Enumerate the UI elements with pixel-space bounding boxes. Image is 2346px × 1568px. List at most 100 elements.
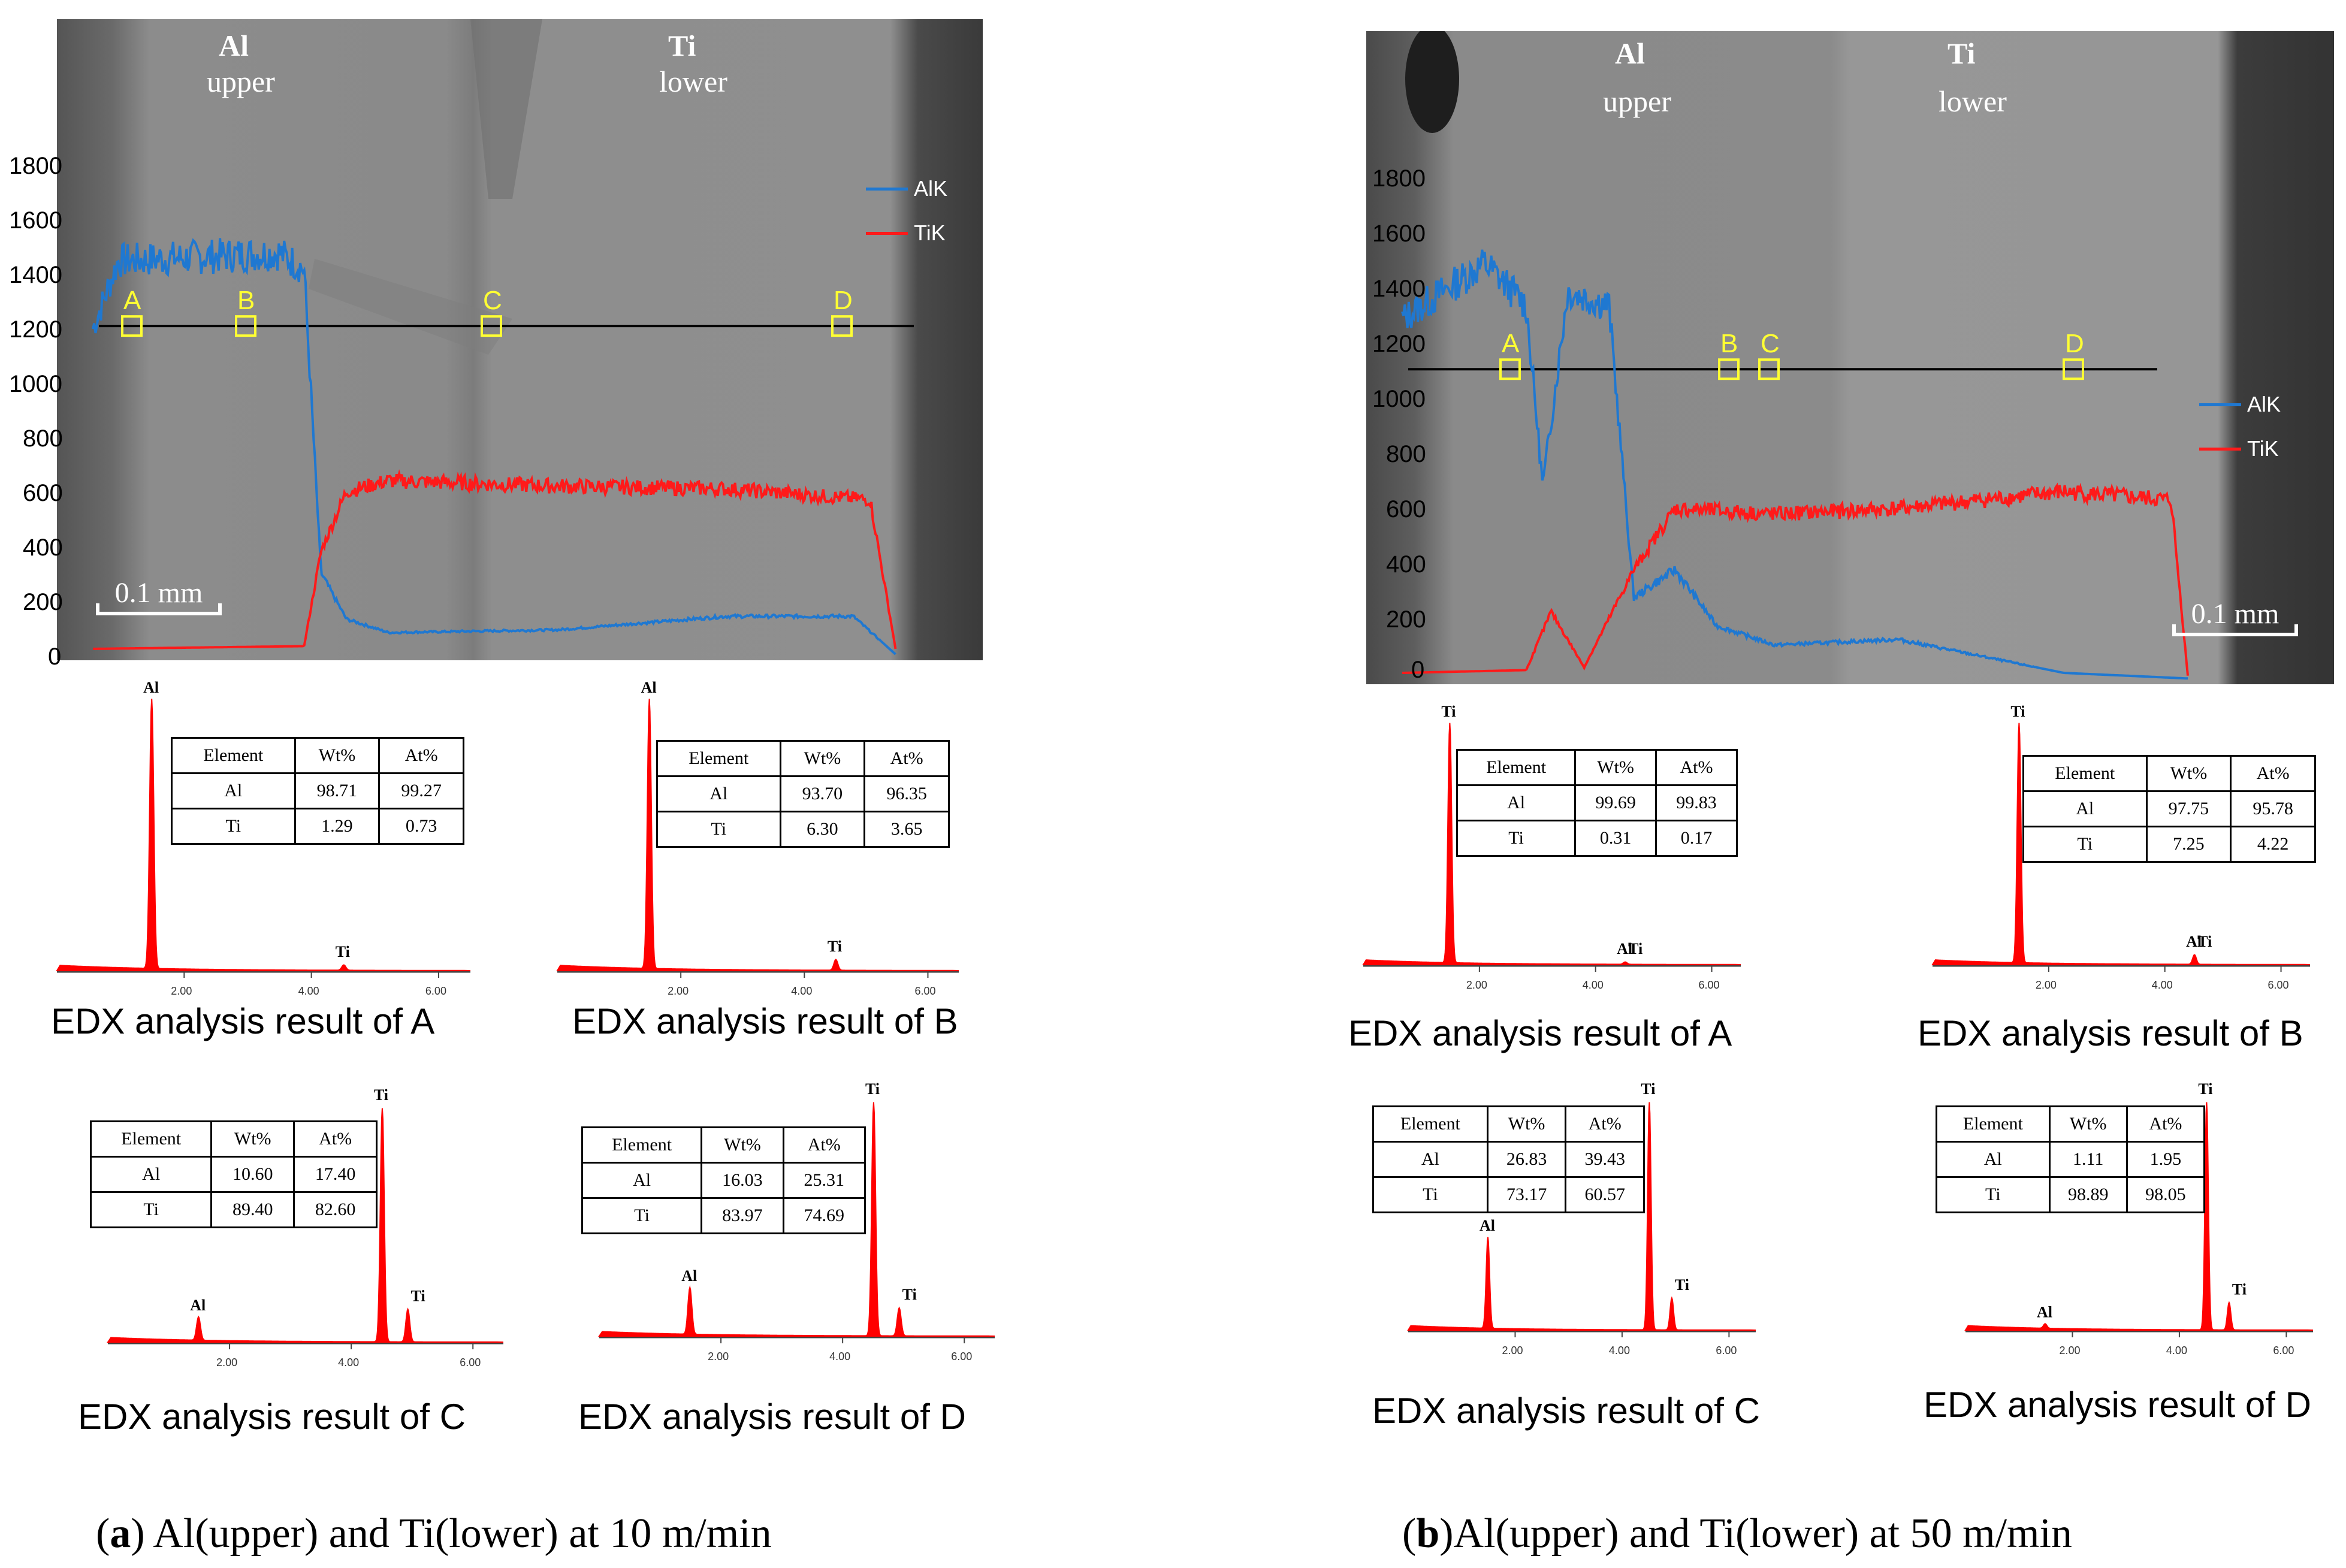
- table-header: Element: [1937, 1107, 2050, 1142]
- table-cell: 98.71: [295, 774, 379, 809]
- table-cell: Al: [657, 777, 781, 812]
- table-header: At%: [294, 1122, 377, 1157]
- table-cell: 0.31: [1575, 821, 1656, 856]
- table-cell: Ti: [2024, 827, 2147, 862]
- table-row: Ti 98.89 98.05: [1937, 1177, 2205, 1213]
- figure-caption-b: (b)Al(upper) and Ti(lower) at 50 m/min: [1402, 1510, 2072, 1558]
- table-row: Element Wt% At%: [1457, 750, 1737, 785]
- table-header: Element: [91, 1122, 212, 1157]
- table-cell: 97.75: [2146, 791, 2231, 827]
- ytick-a-1400: 1400: [9, 262, 62, 289]
- table-header: Wt%: [295, 738, 379, 774]
- peak-label-Al: Al: [641, 679, 657, 696]
- figure-caption-b-prefix: (: [1402, 1510, 1416, 1557]
- table-cell: 98.05: [2127, 1177, 2204, 1213]
- table-cell: 83.97: [702, 1198, 783, 1234]
- peak-label-Ti: Ti: [1441, 703, 1456, 720]
- ytick-b-200: 200: [1386, 606, 1426, 633]
- edx-table-a-A: Element Wt% At% Al 98.71 99.27 Ti 1.29 0.73: [171, 737, 464, 845]
- table-cell: 16.03: [702, 1163, 783, 1198]
- spectrum-tick-label: 4.00: [2166, 1345, 2187, 1356]
- spectrum-tick-label: 2.00: [171, 985, 192, 997]
- spectrum-tick-label: 6.00: [1716, 1345, 1737, 1356]
- ytick-a-1800: 1800: [9, 153, 62, 180]
- table-row: Ti 7.25 4.22: [2024, 827, 2315, 862]
- sem-b-bottom-element: Ti: [1948, 36, 1975, 71]
- table-row: Element Wt% At%: [1373, 1107, 1644, 1142]
- ytick-b-1200: 1200: [1372, 331, 1426, 358]
- table-row: Element Wt% At%: [582, 1128, 865, 1163]
- table-header: At%: [2231, 756, 2315, 791]
- table-cell: 99.69: [1575, 785, 1656, 821]
- edx-caption-b-C: EDX analysis result of C: [1372, 1390, 1760, 1431]
- table-cell: 3.65: [865, 812, 949, 847]
- edx-caption-b-A: EDX analysis result of A: [1348, 1013, 1732, 1054]
- scale-bar-b: 0.1 mm: [2172, 597, 2298, 636]
- table-cell: Al: [1937, 1142, 2050, 1177]
- point-label-D: D: [2065, 329, 2084, 358]
- table-header: Element: [2024, 756, 2147, 791]
- sem-a-bottom-label: lower: [659, 64, 727, 99]
- spectrum-tick-label: 4.00: [1583, 979, 1604, 991]
- legend-alk-b-label: AlK: [2247, 392, 2281, 417]
- table-cell: Ti: [582, 1198, 702, 1234]
- table-header: At%: [2127, 1107, 2204, 1142]
- figure-caption-b-text: )Al(upper) and Ti(lower) at 50 m/min: [1439, 1510, 2072, 1557]
- peak-label-Al: Al: [143, 679, 159, 696]
- edx-table-b-D: Element Wt% At% Al 1.11 1.95 Ti 98.89 98.05: [1936, 1105, 2205, 1213]
- spectrum-tick-label: 6.00: [460, 1356, 481, 1368]
- table-cell: 93.70: [780, 777, 865, 812]
- table-row: Ti 89.40 82.60: [91, 1192, 377, 1228]
- peak-label-Ti: Ti: [2232, 1280, 2247, 1298]
- point-label-B: B: [1720, 329, 1738, 358]
- point-label-D: D: [834, 286, 853, 315]
- table-cell: 73.17: [1487, 1177, 1566, 1213]
- figure-caption-a-prefix: (: [96, 1510, 110, 1557]
- peak-label-Ti: Ti: [336, 943, 350, 960]
- table-row: Al 98.71 99.27: [172, 774, 464, 809]
- legend-alk-a: AlK: [866, 176, 947, 201]
- peak-label-Ti: Ti: [2010, 703, 2025, 720]
- table-cell: 0.73: [379, 809, 464, 844]
- spectrum-tick-label: 2.00: [708, 1351, 729, 1362]
- table-cell: 17.40: [294, 1157, 377, 1192]
- edx-caption-a-C: EDX analysis result of C: [78, 1396, 466, 1437]
- ytick-a-400: 400: [23, 534, 63, 561]
- ytick-b-1000: 1000: [1372, 386, 1426, 413]
- edx-caption-a-A: EDX analysis result of A: [51, 1001, 434, 1042]
- table-cell: 82.60: [294, 1192, 377, 1228]
- table-cell: 74.69: [783, 1198, 865, 1234]
- spectrum-tick-label: 2.00: [668, 985, 689, 997]
- table-row: Ti 0.31 0.17: [1457, 821, 1737, 856]
- spectrum-tick-label: 2.00: [216, 1356, 237, 1368]
- table-cell: Al: [91, 1157, 212, 1192]
- table-cell: Ti: [91, 1192, 212, 1228]
- table-cell: Al: [172, 774, 295, 809]
- table-header: Wt%: [702, 1128, 783, 1163]
- table-header: Wt%: [2146, 756, 2231, 791]
- table-row: Element Wt% At%: [1937, 1107, 2205, 1142]
- ytick-b-1600: 1600: [1372, 220, 1426, 247]
- ytick-b-800: 800: [1386, 441, 1426, 468]
- spectrum-tick-label: 6.00: [951, 1351, 972, 1362]
- spectrum-tick-label: 6.00: [914, 985, 935, 997]
- table-cell: 89.40: [212, 1192, 294, 1228]
- spectrum-tick-label: 6.00: [1699, 979, 1720, 991]
- table-row: Al 10.60 17.40: [91, 1157, 377, 1192]
- peak-label-Ti: Ti: [865, 1080, 880, 1098]
- spectrum-tick-label: 2.00: [2036, 979, 2057, 991]
- edx-caption-b-D: EDX analysis result of D: [1924, 1384, 2311, 1425]
- ytick-a-1200: 1200: [9, 316, 62, 343]
- legend-tik-a-swatch: [866, 232, 908, 235]
- ytick-a-0: 0: [48, 643, 61, 670]
- sem-a-top-element: Al: [219, 28, 249, 63]
- peak-label-Ti: Ti: [902, 1286, 917, 1303]
- table-cell: Ti: [1457, 821, 1575, 856]
- table-cell: Ti: [657, 812, 781, 847]
- ytick-b-600: 600: [1386, 496, 1426, 523]
- table-header: Wt%: [212, 1122, 294, 1157]
- table-cell: Al: [2024, 791, 2147, 827]
- peak-label-Ti: Ti: [1641, 1080, 1655, 1098]
- table-header: Element: [657, 741, 781, 777]
- table-row: Al 93.70 96.35: [657, 777, 949, 812]
